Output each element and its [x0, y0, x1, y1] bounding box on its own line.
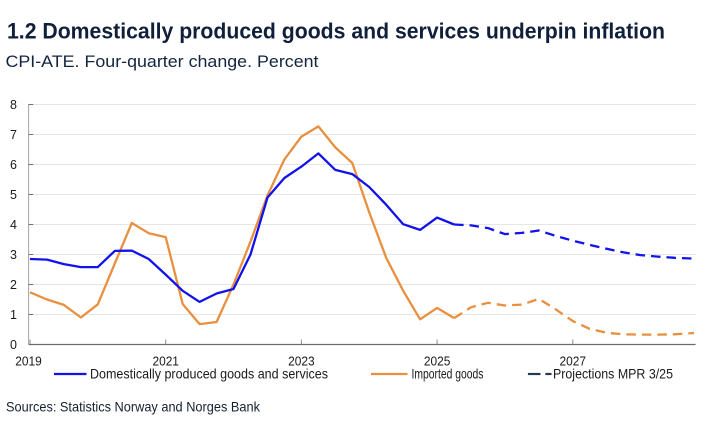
svg-text:6: 6: [10, 158, 17, 172]
svg-text:2027: 2027: [560, 354, 587, 369]
svg-text:1.2 Domestically produced good: 1.2 Domestically produced goods and serv…: [7, 19, 665, 44]
svg-text:2: 2: [10, 278, 17, 292]
svg-text:2023: 2023: [288, 354, 315, 369]
svg-text:3: 3: [10, 248, 17, 262]
svg-text:Sources: Statistics Norway and: Sources: Statistics Norway and Norges Ba…: [6, 399, 261, 415]
svg-text:Imported goods: Imported goods: [412, 366, 484, 382]
svg-text:1: 1: [10, 308, 17, 322]
svg-text:CPI-ATE. Four-quarter change.: CPI-ATE. Four-quarter change. Percent: [6, 52, 319, 71]
svg-text:Domestically produced goods an: Domestically produced goods and services: [90, 366, 328, 382]
svg-text:Projections MPR 3/25: Projections MPR 3/25: [553, 366, 673, 382]
svg-text:2021: 2021: [152, 354, 179, 369]
svg-text:2025: 2025: [424, 354, 451, 369]
svg-text:7: 7: [10, 128, 17, 142]
svg-text:5: 5: [10, 188, 17, 202]
svg-text:2019: 2019: [15, 354, 42, 369]
svg-text:4: 4: [10, 218, 17, 232]
svg-text:8: 8: [10, 98, 17, 112]
svg-text:0: 0: [10, 338, 17, 352]
